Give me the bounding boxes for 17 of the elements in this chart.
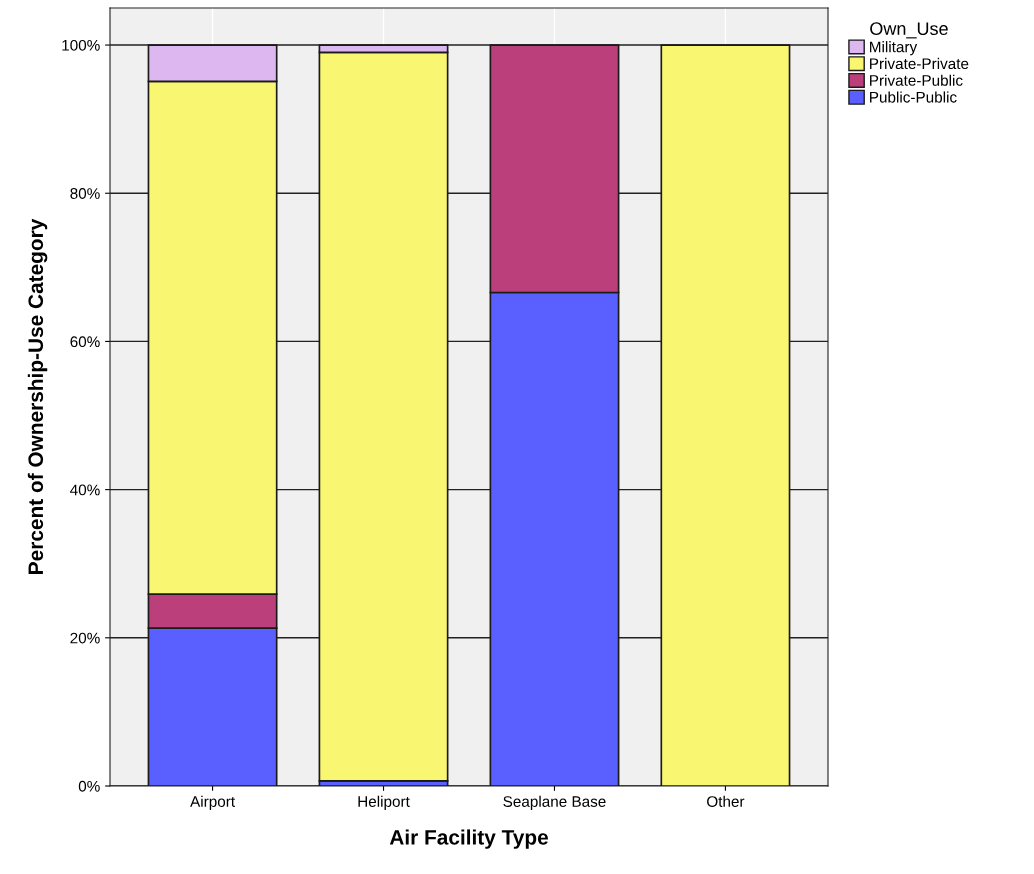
- x-tick-label: Airport: [190, 795, 235, 810]
- x-axis-title: Air Facility Type: [389, 829, 548, 849]
- y-tick-label: 100%: [62, 39, 100, 51]
- y-tick-label: 80%: [70, 188, 100, 199]
- y-tick-label: 0%: [78, 780, 100, 792]
- y-tick-label: 20%: [70, 632, 100, 644]
- x-tick-label: Seaplane Base: [503, 795, 606, 810]
- legend-label: Public-Public: [870, 91, 957, 103]
- legend-label: Private-Private: [870, 57, 969, 70]
- legend-label: Private-Public: [870, 74, 963, 86]
- x-tick-label: Heliport: [358, 795, 410, 810]
- y-tick-label: 40%: [70, 484, 100, 496]
- legend-title: Own_Use: [870, 22, 948, 39]
- x-tick-label: Other: [707, 795, 745, 807]
- y-axis-title: Percent of Ownership-Use Category: [27, 218, 48, 574]
- y-tick-label: 60%: [70, 336, 100, 348]
- legend-label: Military: [870, 41, 918, 56]
